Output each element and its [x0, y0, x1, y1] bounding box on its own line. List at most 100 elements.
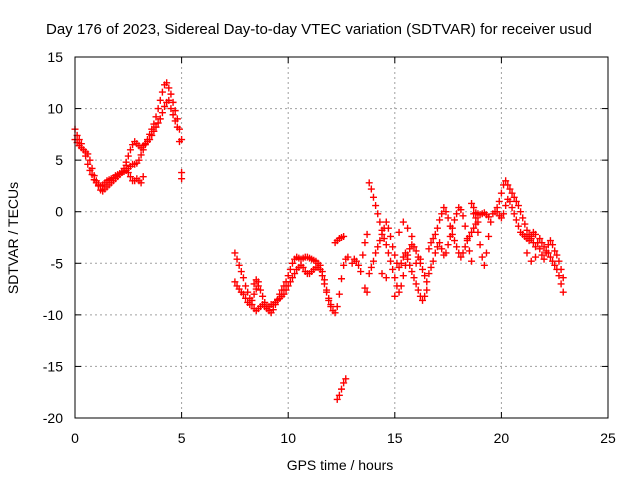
data-point — [470, 204, 478, 212]
data-point — [137, 179, 145, 187]
y-tick-label: 5 — [55, 152, 63, 168]
data-point — [519, 214, 527, 222]
data-point — [553, 251, 561, 259]
data-point — [512, 216, 520, 224]
data-point — [380, 235, 388, 243]
data-point — [468, 228, 476, 236]
data-point — [316, 265, 324, 273]
data-point — [156, 96, 164, 104]
data-point — [514, 202, 522, 210]
data-point — [412, 247, 420, 255]
data-point — [158, 109, 166, 117]
data-point — [242, 282, 250, 290]
data-point — [404, 224, 412, 232]
data-point — [555, 257, 563, 265]
data-point — [335, 391, 343, 399]
data-point — [331, 309, 339, 317]
data-point — [557, 265, 565, 273]
data-point — [431, 230, 439, 238]
data-point — [397, 259, 405, 267]
data-point — [408, 268, 416, 276]
data-point — [555, 272, 563, 280]
data-point — [474, 228, 482, 236]
data-point — [468, 199, 476, 207]
data-point — [459, 249, 467, 257]
data-point — [124, 169, 132, 177]
data-point — [122, 161, 130, 169]
data-point — [288, 259, 296, 267]
data-point — [374, 210, 382, 218]
data-point — [90, 172, 98, 180]
data-point — [429, 235, 437, 243]
data-point — [282, 286, 290, 294]
data-point — [427, 263, 435, 271]
data-point — [256, 286, 264, 294]
data-point — [444, 241, 452, 249]
data-point — [419, 265, 427, 273]
data-point — [523, 249, 531, 257]
data-point — [485, 213, 493, 221]
data-point — [502, 177, 510, 185]
data-point — [474, 218, 482, 226]
data-point — [453, 210, 461, 218]
y-axis-label: SDTVAR / TECUs — [5, 182, 21, 294]
data-point — [406, 261, 414, 269]
data-point — [448, 230, 456, 238]
data-point — [284, 272, 292, 280]
data-point — [421, 292, 429, 300]
data-point — [167, 105, 175, 113]
data-point — [433, 243, 441, 251]
data-point — [457, 206, 465, 214]
data-point — [497, 214, 505, 222]
data-point — [557, 280, 565, 288]
data-point — [546, 237, 554, 245]
data-point — [161, 103, 169, 111]
data-point — [178, 169, 186, 177]
data-point — [376, 237, 384, 245]
data-point — [546, 253, 554, 261]
data-point — [367, 185, 375, 193]
data-point — [365, 179, 373, 187]
data-point — [440, 204, 448, 212]
data-point — [231, 249, 239, 257]
data-point — [355, 261, 363, 269]
data-point — [395, 288, 403, 296]
x-tick-label: 15 — [387, 430, 403, 446]
data-point — [126, 173, 134, 181]
data-point — [171, 117, 179, 125]
x-tick-label: 20 — [494, 430, 510, 446]
data-point — [406, 245, 414, 253]
data-point — [468, 257, 476, 265]
data-point — [165, 96, 173, 104]
data-point — [340, 261, 348, 269]
data-point — [327, 303, 335, 311]
data-point — [171, 107, 179, 115]
data-point — [84, 160, 92, 168]
data-point — [242, 294, 250, 302]
data-point — [536, 235, 544, 243]
data-point — [410, 243, 418, 251]
data-point — [500, 210, 508, 218]
data-point — [169, 98, 177, 106]
data-point — [506, 197, 514, 205]
data-point — [436, 216, 444, 224]
data-point — [382, 274, 390, 282]
data-point — [470, 224, 478, 232]
data-point — [352, 257, 360, 265]
data-point — [506, 185, 514, 193]
data-point — [86, 156, 94, 164]
data-point — [416, 255, 424, 263]
data-point — [444, 214, 452, 222]
y-tick-label: -5 — [51, 255, 64, 271]
data-point — [423, 278, 431, 286]
data-point — [433, 224, 441, 232]
plot-frame — [74, 56, 609, 419]
data-point — [480, 261, 488, 269]
data-point — [152, 123, 160, 131]
data-point — [461, 243, 469, 251]
data-point — [299, 263, 307, 271]
data-point — [425, 270, 433, 278]
data-point — [457, 253, 465, 261]
data-point — [342, 375, 350, 383]
data-point — [536, 245, 544, 253]
